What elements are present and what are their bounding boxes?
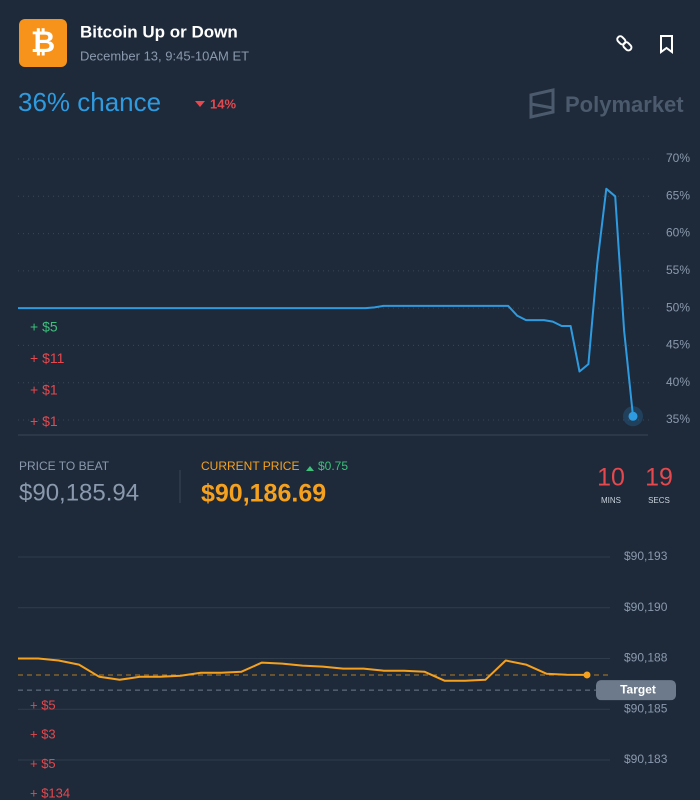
y-tick-label: $90,188: [624, 651, 668, 665]
trade-label: + $1: [30, 382, 58, 398]
current-price: $90,186.69: [201, 480, 326, 508]
current-change: $0.75: [318, 459, 348, 473]
minutes: 10: [597, 464, 625, 492]
y-tick-label: 40%: [666, 375, 690, 389]
y-tick-label: $90,183: [624, 752, 668, 766]
market-subtitle: December 13, 9:45-10AM ET: [80, 48, 249, 63]
brand: Polymarket: [565, 92, 684, 117]
up-arrow: [306, 466, 314, 471]
trade-label: + $5: [30, 697, 56, 712]
target-badge: [596, 680, 676, 701]
y-tick-label: 35%: [666, 412, 690, 426]
seconds: 19: [645, 464, 673, 492]
trade-label: + $11: [30, 350, 65, 366]
current-price-label: CURRENT PRICE: [201, 459, 299, 473]
y-tick-label: $90,193: [624, 549, 668, 563]
price-line: [18, 187, 634, 417]
target-label: Target: [620, 682, 656, 696]
trade-label: + $1: [30, 413, 58, 429]
chance-change: 14%: [210, 96, 236, 111]
y-tick-label: 70%: [666, 151, 690, 165]
minutes-label: MINS: [601, 496, 621, 505]
bookmark-button[interactable]: [660, 35, 673, 54]
y-tick-label: $90,185: [624, 701, 668, 715]
y-tick-label: 50%: [666, 300, 690, 314]
link-button[interactable]: [616, 35, 633, 52]
bitcoin-symbol: ₿: [31, 26, 55, 59]
price-line: [18, 657, 588, 682]
bitcoin-icon: [19, 19, 67, 67]
brand-logo: [529, 88, 555, 119]
y-tick-label: 65%: [666, 188, 690, 202]
trade-label: + $134: [30, 785, 70, 800]
current-dot: [628, 411, 638, 421]
price-to-beat-label: PRICE TO BEAT: [19, 459, 110, 473]
seconds-label: SECS: [648, 496, 670, 505]
current-dot: [583, 671, 591, 679]
trade-label: + $5: [30, 319, 58, 335]
chance: 36% chance: [18, 87, 161, 117]
price-to-beat: $90,185.94: [19, 479, 139, 506]
market-title: Bitcoin Up or Down: [80, 22, 238, 41]
y-tick-label: 55%: [666, 263, 690, 277]
trade-label: + $5: [30, 756, 56, 771]
down-arrow: [195, 101, 205, 107]
y-tick-label: $90,190: [624, 600, 668, 614]
y-tick-label: 45%: [666, 338, 690, 352]
trade-label: + $3: [30, 727, 56, 742]
y-tick-label: 60%: [666, 226, 690, 240]
